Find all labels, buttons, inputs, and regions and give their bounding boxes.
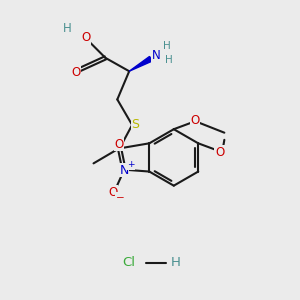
Text: O: O — [190, 114, 200, 127]
Text: −: − — [116, 193, 124, 203]
Text: +: + — [127, 160, 134, 169]
Text: N: N — [152, 49, 160, 62]
Text: H: H — [165, 55, 172, 65]
Text: N: N — [119, 164, 129, 177]
Text: O: O — [82, 32, 91, 44]
Text: O: O — [71, 66, 80, 79]
Text: O: O — [114, 138, 124, 151]
Polygon shape — [129, 56, 152, 71]
Text: S: S — [131, 118, 139, 131]
Text: H: H — [163, 41, 171, 51]
Text: H: H — [170, 256, 180, 269]
Text: O: O — [108, 186, 118, 199]
Text: Cl: Cl — [123, 256, 136, 269]
Text: O: O — [215, 146, 224, 159]
Text: H: H — [62, 22, 71, 34]
